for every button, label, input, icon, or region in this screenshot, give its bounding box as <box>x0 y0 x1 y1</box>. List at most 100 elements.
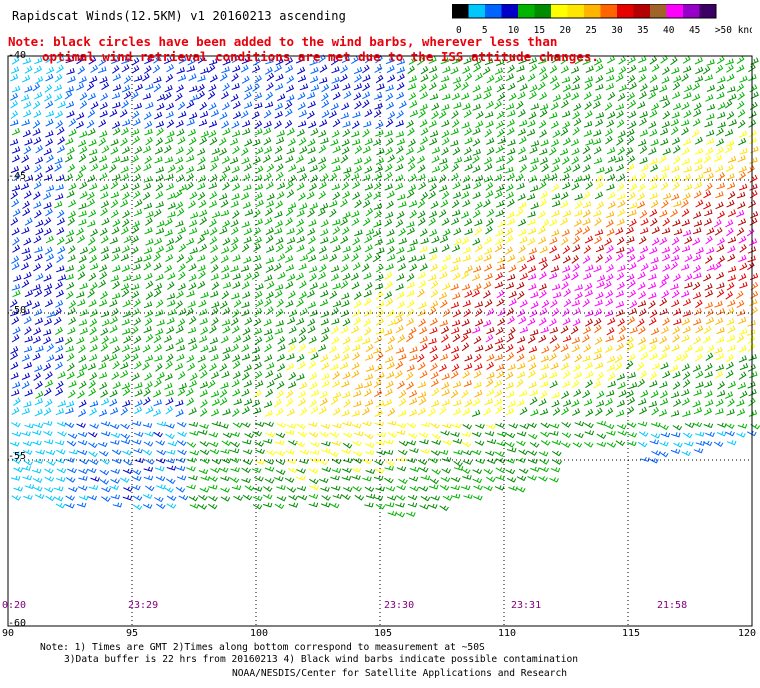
wind-barb <box>660 181 669 191</box>
wind-barb <box>515 486 526 493</box>
wind-barb <box>33 372 41 381</box>
wind-barb <box>416 145 425 154</box>
wind-barb <box>703 423 714 429</box>
wind-barb <box>365 468 376 475</box>
wind-barb <box>263 109 272 119</box>
wind-barb <box>562 335 572 343</box>
wind-barb <box>230 243 238 253</box>
wind-barb <box>626 246 635 255</box>
wind-barb <box>243 101 253 109</box>
wind-barb <box>351 467 362 473</box>
wind-barb <box>428 120 437 128</box>
wind-barb <box>321 466 332 473</box>
wind-barb <box>131 475 142 482</box>
wind-barb <box>407 433 418 439</box>
wind-barb <box>540 355 550 363</box>
wind-barb <box>397 263 407 271</box>
wind-barb <box>683 65 692 73</box>
wind-barb <box>684 441 694 447</box>
wind-barb <box>55 299 64 308</box>
wind-barb <box>398 440 409 447</box>
wind-barb <box>519 299 528 308</box>
wind-barb <box>418 396 427 406</box>
wind-barb <box>277 271 286 280</box>
wind-barb <box>232 309 240 318</box>
wind-barb <box>241 353 251 361</box>
wind-barb <box>285 57 294 66</box>
wind-barb <box>439 319 448 327</box>
wind-barb <box>32 283 41 291</box>
wind-barb <box>628 110 637 119</box>
wind-barb <box>572 318 581 327</box>
wind-barb <box>530 466 540 472</box>
wind-barb <box>570 138 580 147</box>
wind-barb <box>395 163 404 172</box>
wind-barb <box>625 226 634 235</box>
wind-barb <box>110 209 119 218</box>
wind-barb <box>659 381 668 389</box>
wind-barb <box>484 299 493 308</box>
wind-barb <box>605 273 614 282</box>
wind-barb <box>264 421 274 427</box>
wind-barb <box>516 65 525 72</box>
wind-barb <box>384 171 393 181</box>
wind-barb <box>197 83 205 93</box>
wind-barb <box>702 65 711 75</box>
wind-barb <box>167 299 176 307</box>
wind-barb <box>475 120 484 129</box>
wind-barb <box>208 484 218 490</box>
wind-barb <box>231 292 240 300</box>
wind-barb <box>276 298 284 308</box>
wind-barb <box>472 265 482 273</box>
wind-barb <box>232 210 240 219</box>
wind-barb <box>441 103 450 111</box>
note-line-2: optimal wind retrieval conditions are me… <box>42 49 599 64</box>
wind-barb <box>747 343 756 352</box>
lon-label-110: 110 <box>498 628 517 639</box>
wind-barb <box>265 57 274 65</box>
wind-barb <box>406 308 415 317</box>
wind-barb <box>603 280 612 290</box>
wind-barb <box>693 307 702 316</box>
wind-barb <box>582 226 591 235</box>
wind-barb <box>671 344 680 352</box>
wind-barb <box>331 66 340 74</box>
wind-barb <box>704 74 714 82</box>
wind-barb <box>387 407 396 417</box>
wind-barb <box>78 76 87 84</box>
wind-barb <box>385 355 394 363</box>
wind-barb <box>681 199 689 208</box>
wind-barb <box>746 227 755 237</box>
wind-barb <box>493 398 503 406</box>
wind-barb <box>65 345 74 353</box>
wind-barb <box>628 64 637 73</box>
wind-barb <box>101 431 111 437</box>
wind-barb <box>55 387 64 397</box>
wind-barb <box>571 344 580 353</box>
wind-barb <box>530 103 540 110</box>
wind-barb <box>618 84 627 92</box>
wind-barb <box>749 217 758 226</box>
wind-barb <box>693 272 702 280</box>
wind-barb <box>728 119 737 127</box>
wind-barb <box>660 138 669 146</box>
wind-barb <box>650 422 661 428</box>
wind-barb <box>99 478 110 485</box>
wind-barb <box>110 146 119 155</box>
wind-barb <box>442 308 451 317</box>
wind-barb <box>121 328 131 335</box>
wind-barb <box>681 147 690 156</box>
wind-barb <box>174 363 184 371</box>
legend-swatch <box>683 4 700 18</box>
wind-barb <box>77 431 88 438</box>
wind-barb <box>330 475 340 481</box>
wind-barb <box>352 262 361 271</box>
wind-barb <box>187 326 197 334</box>
wind-barb <box>484 128 492 138</box>
wind-barb <box>45 449 56 456</box>
wind-barb <box>332 244 341 253</box>
wind-barb <box>242 439 252 445</box>
wind-barb <box>747 255 756 263</box>
wind-barb <box>395 511 406 518</box>
wind-barb <box>197 148 206 156</box>
